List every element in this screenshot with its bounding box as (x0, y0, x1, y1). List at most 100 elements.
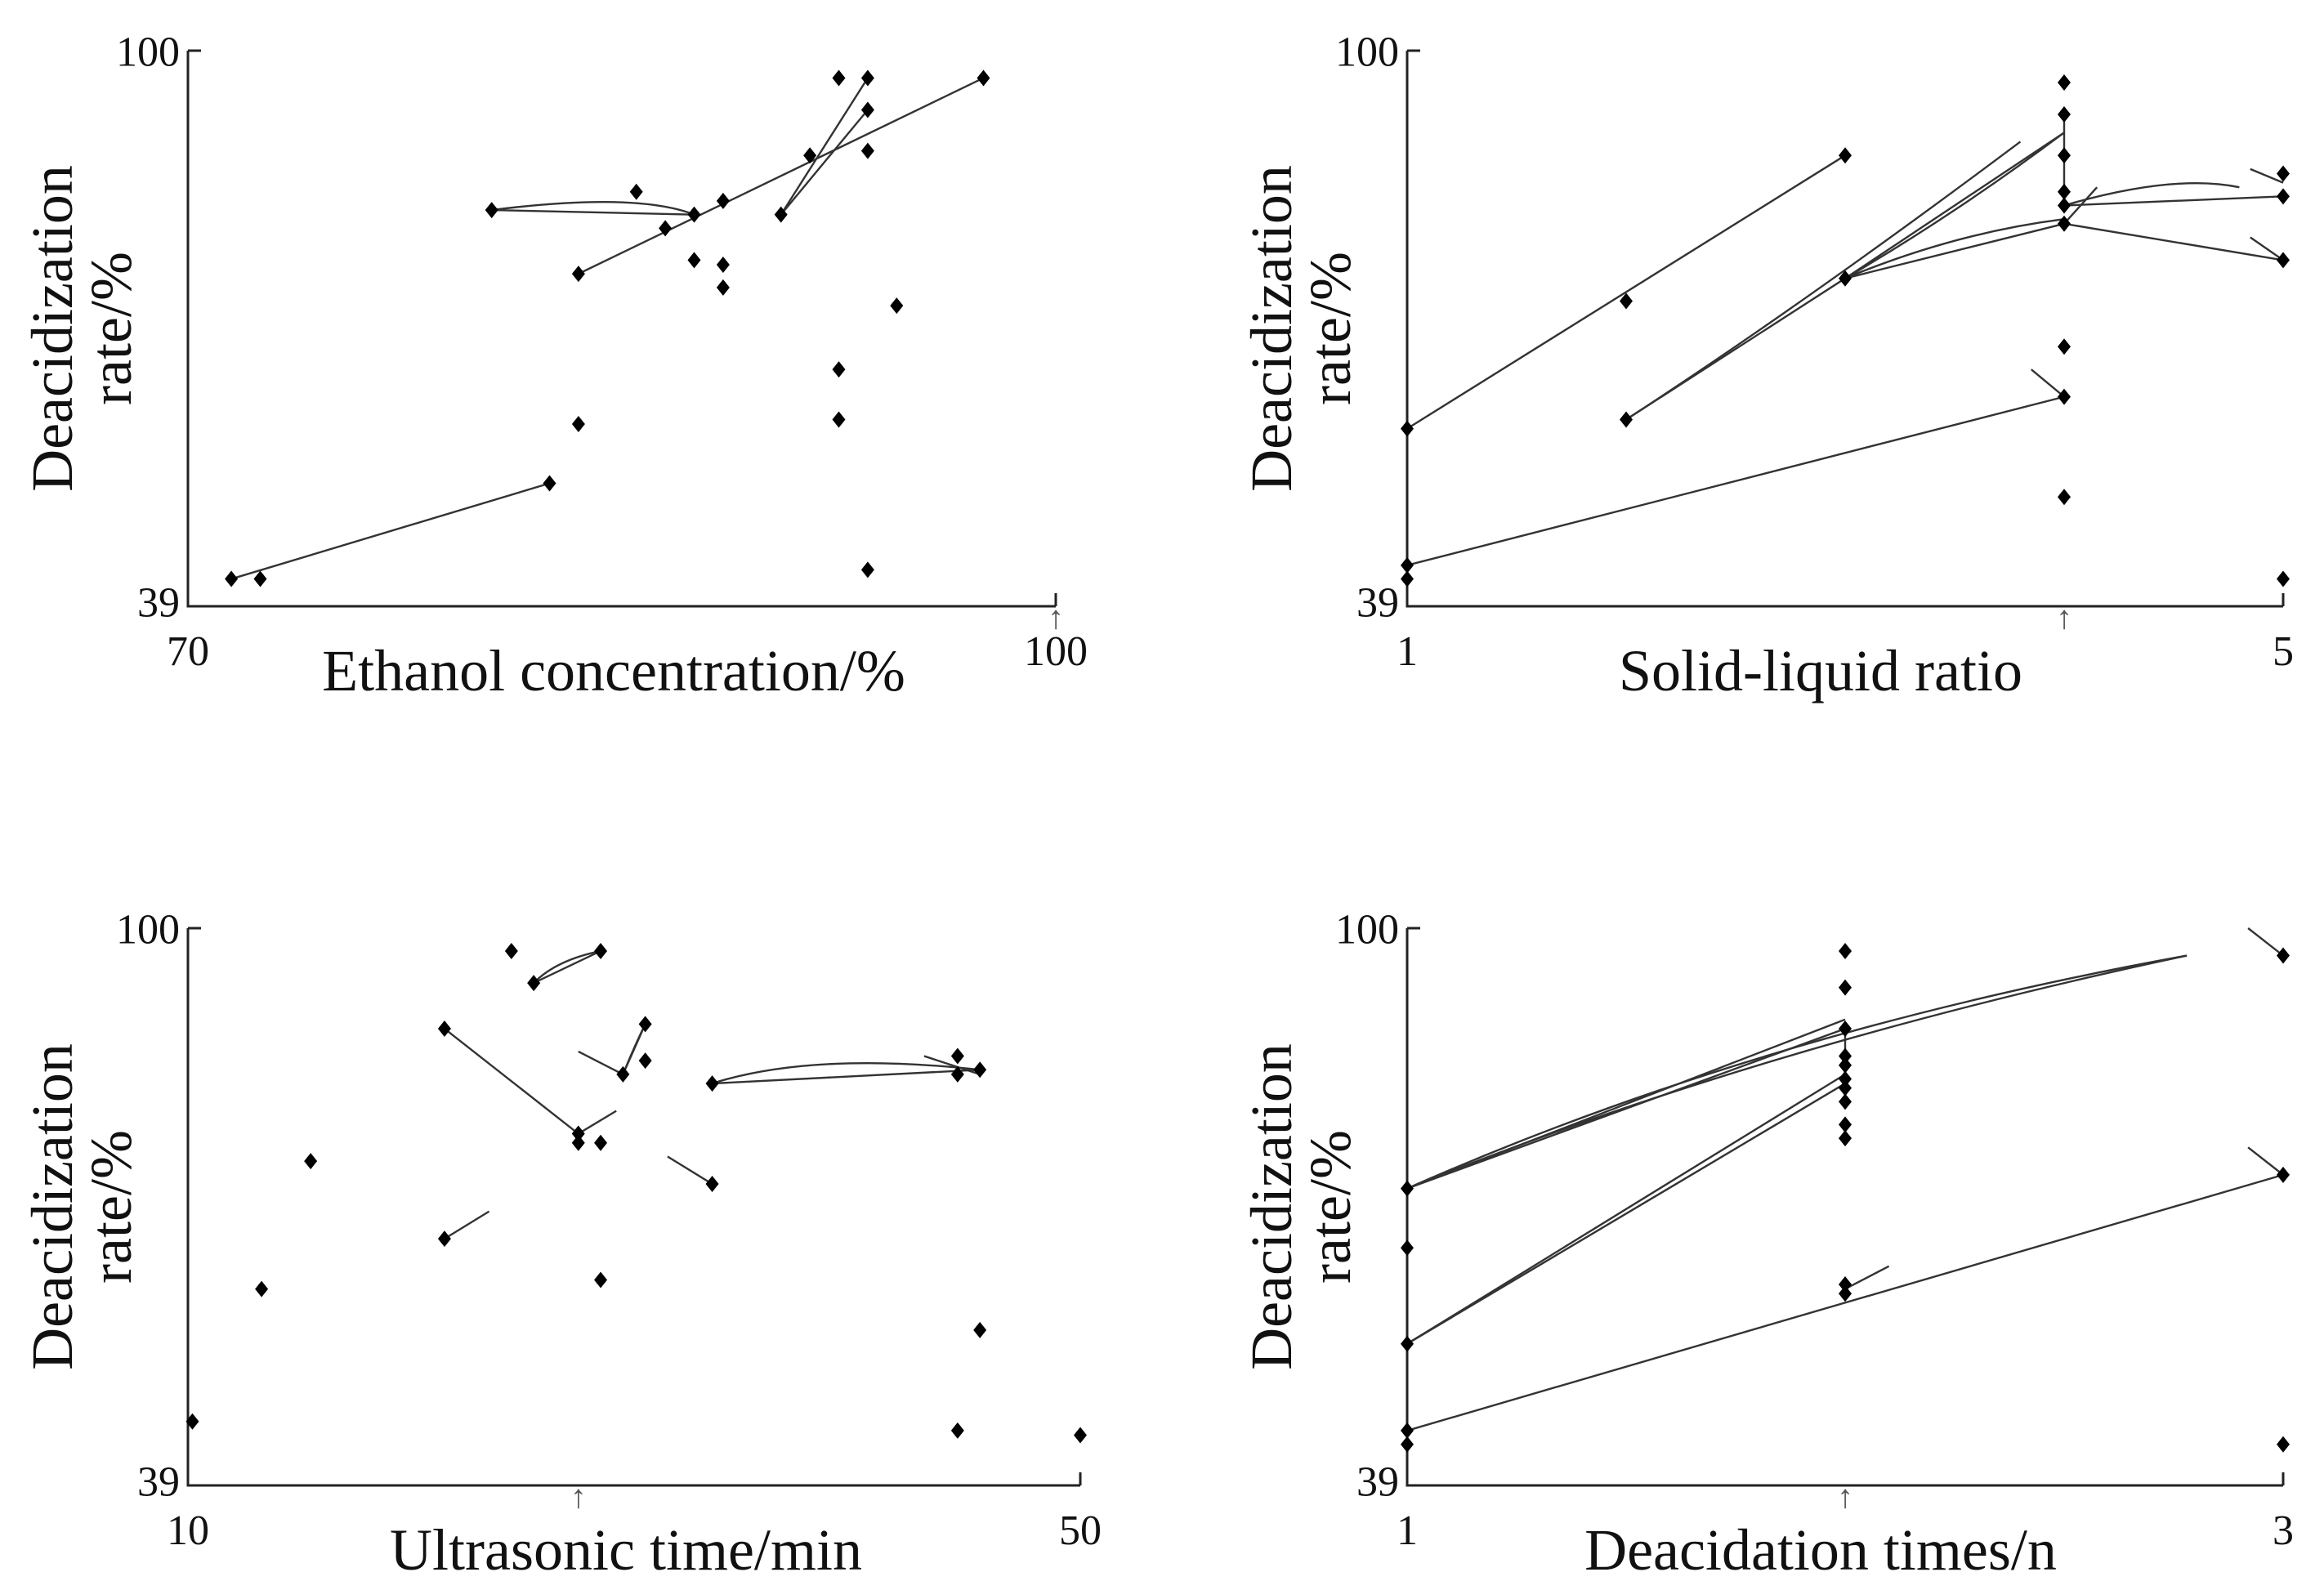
fit-line (578, 77, 985, 275)
data-point (1839, 1020, 1852, 1037)
data-point (1401, 1239, 1414, 1257)
data-point (687, 206, 701, 223)
data-point (2058, 215, 2071, 232)
data-point (2058, 338, 2071, 355)
data-point (543, 475, 556, 492)
fit-line (1406, 1027, 1846, 1190)
y-tick-label: 100 (1335, 29, 1399, 76)
data-point (2058, 197, 2071, 214)
data-point (1401, 556, 1414, 574)
data-point (774, 206, 788, 223)
data-point (437, 1230, 451, 1248)
x-tick-label: 50 (1059, 1507, 1102, 1554)
data-point (594, 1134, 608, 1151)
data-point (638, 1016, 652, 1033)
fit-line (667, 1155, 713, 1186)
data-point (2058, 388, 2071, 405)
data-point (571, 416, 585, 433)
data-point (860, 142, 874, 159)
data-point (687, 252, 701, 269)
fit-line (444, 1028, 579, 1135)
data-point (705, 1075, 719, 1092)
data-point (571, 266, 585, 283)
data-point (185, 1413, 199, 1430)
fit-line (2063, 182, 2240, 207)
fit-line (1406, 954, 2188, 1190)
data-point (716, 256, 730, 273)
data-point (2277, 165, 2290, 182)
data-point (832, 411, 846, 428)
fit-line (444, 1210, 490, 1240)
x-tick-label: 70 (167, 628, 209, 675)
data-point (1839, 1276, 1852, 1293)
data-point (705, 1176, 719, 1193)
fit-line (2250, 167, 2284, 184)
data-point (1839, 1079, 1852, 1096)
fit-line (2250, 236, 2284, 261)
fit-line (923, 1055, 981, 1076)
data-point (803, 147, 817, 164)
data-point (1839, 270, 1852, 287)
data-point (2277, 1166, 2290, 1183)
data-point (437, 1020, 451, 1037)
data-point (616, 1065, 630, 1083)
fit-line (1406, 395, 2065, 566)
data-point (860, 101, 874, 118)
data-point (253, 570, 267, 587)
x-tick-label: 3 (2273, 1507, 2294, 1554)
x-axis-label: Deacidation times/n (1584, 1517, 2057, 1583)
x-axis-label: Solid-liquid ratio (1619, 638, 2022, 703)
data-point (1401, 1422, 1414, 1439)
fit-line (1406, 1083, 1846, 1345)
data-point (2277, 947, 2290, 964)
fit-line (1406, 1173, 2284, 1432)
fit-line (1844, 132, 2065, 279)
fit-line (1844, 132, 2065, 279)
data-point (2277, 188, 2290, 205)
fit-line (780, 109, 869, 216)
data-point (832, 69, 846, 87)
data-point (571, 1125, 585, 1142)
x-tick-label: 10 (167, 1507, 209, 1554)
y-axis-label: Deacidization rate/% (1239, 1043, 1363, 1370)
data-point (716, 279, 730, 296)
data-point (2058, 489, 2071, 506)
optimum-arrow-icon: ↑ (1837, 1478, 1853, 1515)
x-tick-label: 1 (1397, 1507, 1418, 1554)
optimum-arrow-icon: ↑ (570, 1478, 587, 1515)
x-tick-label: 5 (2273, 628, 2294, 675)
fit-line (712, 1061, 981, 1085)
fit-line (2063, 195, 2284, 207)
data-point (1839, 1056, 1852, 1074)
fit-line (533, 949, 601, 984)
fit-line (780, 77, 869, 216)
data-point (950, 1422, 964, 1439)
data-point (1839, 1130, 1852, 1147)
data-point (1620, 411, 1633, 428)
fit-line (712, 1069, 981, 1085)
fit-line (1406, 154, 1846, 430)
data-point (225, 570, 239, 587)
data-point (2058, 147, 2071, 164)
data-point (1839, 979, 1852, 996)
data-point (504, 942, 518, 959)
data-point (594, 1271, 608, 1289)
data-point (2277, 252, 2290, 269)
data-point (1839, 1093, 1852, 1110)
fit-line (1844, 222, 2065, 279)
x-tick-label: 1 (1397, 628, 1418, 675)
data-point (716, 192, 730, 209)
fit-line (578, 1050, 623, 1075)
y-tick-label: 39 (137, 579, 180, 627)
data-point (2277, 1436, 2290, 1453)
data-point (629, 183, 643, 200)
fit-line (491, 200, 695, 216)
data-point (527, 975, 541, 992)
fit-line (1844, 218, 2065, 279)
y-tick-label: 39 (137, 1458, 180, 1506)
data-point (2277, 570, 2290, 587)
y-tick-label: 100 (116, 906, 180, 954)
